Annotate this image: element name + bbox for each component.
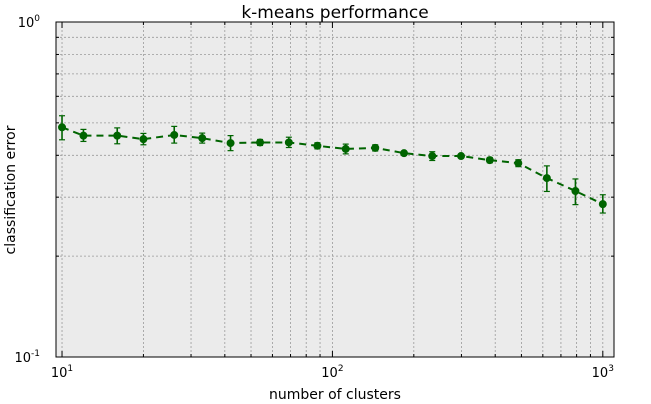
y-axis-label: classification error <box>3 125 19 254</box>
chart-title: k-means performance <box>241 3 428 23</box>
data-series <box>58 115 607 214</box>
data-point <box>341 144 350 153</box>
data-point <box>371 143 380 152</box>
data-point <box>139 135 148 144</box>
data-point <box>514 159 523 168</box>
x-tick-label: 102 <box>321 364 343 381</box>
data-point <box>226 139 235 148</box>
x-axis-label: number of clusters <box>269 387 401 403</box>
series-line <box>61 126 604 206</box>
data-point <box>113 131 122 140</box>
data-point <box>428 152 437 161</box>
data-point <box>400 149 409 158</box>
x-tick-label: 101 <box>51 364 73 381</box>
data-point <box>170 130 179 139</box>
data-point <box>542 174 551 183</box>
data-point <box>598 200 607 209</box>
y-tick-labels: 10-1 100 <box>14 14 40 366</box>
plot-frame <box>55 21 615 358</box>
data-point <box>571 186 580 195</box>
x-tick-labels: 101 102 103 <box>51 364 614 381</box>
data-point <box>457 152 466 161</box>
data-point <box>313 141 322 150</box>
y-tick-label: 100 <box>18 14 41 31</box>
data-point <box>79 131 88 140</box>
data-point <box>485 156 494 165</box>
plot-background <box>56 22 614 357</box>
x-tick-label: 103 <box>592 364 614 381</box>
y-tick-label: 10-1 <box>14 349 40 366</box>
data-point <box>58 123 67 132</box>
data-point <box>198 134 207 143</box>
data-point <box>284 138 293 147</box>
data-point <box>256 138 265 147</box>
